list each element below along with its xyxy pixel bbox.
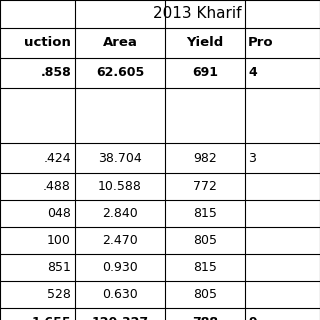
Text: 10.588: 10.588 xyxy=(98,180,142,193)
Text: .488: .488 xyxy=(43,180,71,193)
Text: .858: .858 xyxy=(40,67,71,79)
Text: 120.327: 120.327 xyxy=(92,316,148,320)
Text: 9: 9 xyxy=(248,316,257,320)
Text: 691: 691 xyxy=(192,67,218,79)
Text: 2013 Kharif: 2013 Kharif xyxy=(153,6,242,21)
Text: 4: 4 xyxy=(248,67,257,79)
Text: 38.704: 38.704 xyxy=(98,151,142,164)
Text: 815: 815 xyxy=(193,207,217,220)
Text: 2.840: 2.840 xyxy=(102,207,138,220)
Text: 048: 048 xyxy=(47,207,71,220)
Text: 2.470: 2.470 xyxy=(102,234,138,247)
Text: 982: 982 xyxy=(193,151,217,164)
Text: 100: 100 xyxy=(47,234,71,247)
Text: 851: 851 xyxy=(47,261,71,274)
Text: .424: .424 xyxy=(44,151,71,164)
Text: 62.605: 62.605 xyxy=(96,67,144,79)
Text: Yield: Yield xyxy=(186,36,224,50)
Text: 528: 528 xyxy=(47,288,71,301)
Text: 805: 805 xyxy=(193,234,217,247)
Text: Area: Area xyxy=(103,36,137,50)
Text: 3: 3 xyxy=(248,151,256,164)
Text: 0.930: 0.930 xyxy=(102,261,138,274)
Text: 815: 815 xyxy=(193,261,217,274)
Text: Pro: Pro xyxy=(248,36,274,50)
Text: uction: uction xyxy=(24,36,71,50)
Text: 772: 772 xyxy=(193,180,217,193)
Text: 788: 788 xyxy=(192,316,218,320)
Text: 805: 805 xyxy=(193,288,217,301)
Text: 0.630: 0.630 xyxy=(102,288,138,301)
Text: 1.655: 1.655 xyxy=(31,316,71,320)
